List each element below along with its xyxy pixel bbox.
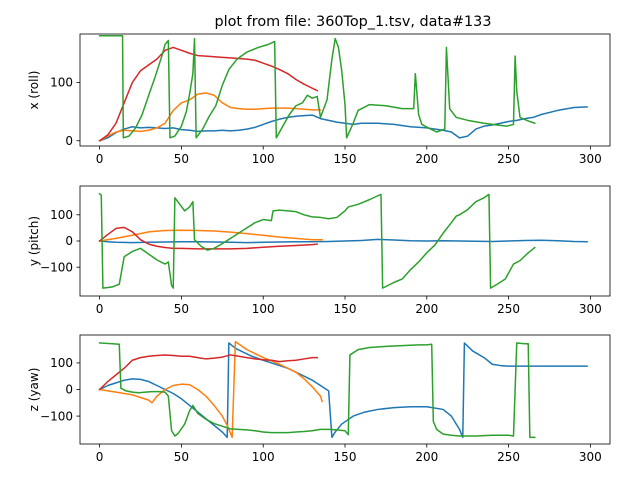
axes-frame	[79, 334, 611, 445]
chart-title: plot from file: 360Top_1.tsv, data#133	[215, 14, 492, 30]
yaw-panel: 0 50 100 150 200 250 300 −100 0 100 z (yaw)	[27, 334, 611, 464]
red-series-line	[98, 46, 319, 142]
x-tick-label: 200	[415, 450, 438, 464]
green-series-line	[98, 35, 536, 139]
red-series-line	[98, 226, 319, 250]
y-tick-label: 0	[65, 134, 73, 148]
y-tick-label: 100	[50, 208, 73, 222]
x-tick-label: 250	[497, 450, 520, 464]
x-tick-label: 50	[174, 152, 189, 166]
y-axis-label: z (yaw)	[27, 368, 41, 412]
y-tick-label: 100	[50, 76, 73, 90]
blue-series-line	[98, 238, 588, 244]
x-tick-label: 300	[579, 450, 602, 464]
y-axis-label: x (roll)	[27, 71, 41, 110]
x-tick-label: 50	[174, 450, 189, 464]
green-series-line	[98, 342, 536, 439]
x-tick-label: 150	[334, 302, 357, 316]
red-series-line	[98, 354, 318, 391]
x-tick-label: 100	[252, 450, 275, 464]
x-tick-label: 300	[579, 152, 602, 166]
x-tick-label: 200	[415, 152, 438, 166]
orange-series-line	[98, 340, 324, 439]
y-tick-label: 0	[65, 234, 73, 248]
axes-frame	[79, 33, 611, 147]
pitch-panel: 0 50 100 150 200 250 300 −100 0 100 y (pitch)	[27, 185, 611, 316]
y-tick-label: −100	[40, 409, 73, 423]
y-axis-label: y (pitch)	[27, 216, 41, 266]
x-tick-label: 100	[252, 152, 275, 166]
orange-series-line	[98, 92, 322, 142]
x-tick-label: 300	[579, 302, 602, 316]
x-tick-label: 250	[497, 152, 520, 166]
x-tick-label: 150	[334, 450, 357, 464]
x-tick-label: 250	[497, 302, 520, 316]
x-tick-label: 150	[334, 152, 357, 166]
x-tick-label: 200	[415, 302, 438, 316]
x-tick-label: 100	[252, 302, 275, 316]
green-series-line	[98, 192, 536, 289]
x-tick-label: 50	[174, 302, 189, 316]
x-tick-label: 0	[96, 152, 104, 166]
orange-series-line	[98, 229, 323, 242]
x-tick-label: 0	[96, 302, 104, 316]
y-tick-label: 100	[50, 356, 73, 370]
y-tick-label: −100	[40, 260, 73, 274]
y-tick-label: 0	[65, 383, 73, 397]
blue-series-line	[98, 342, 588, 439]
x-tick-label: 0	[96, 450, 104, 464]
roll-panel: 0 50 100 150 200 250 300 0 100 x (roll)	[27, 33, 611, 166]
